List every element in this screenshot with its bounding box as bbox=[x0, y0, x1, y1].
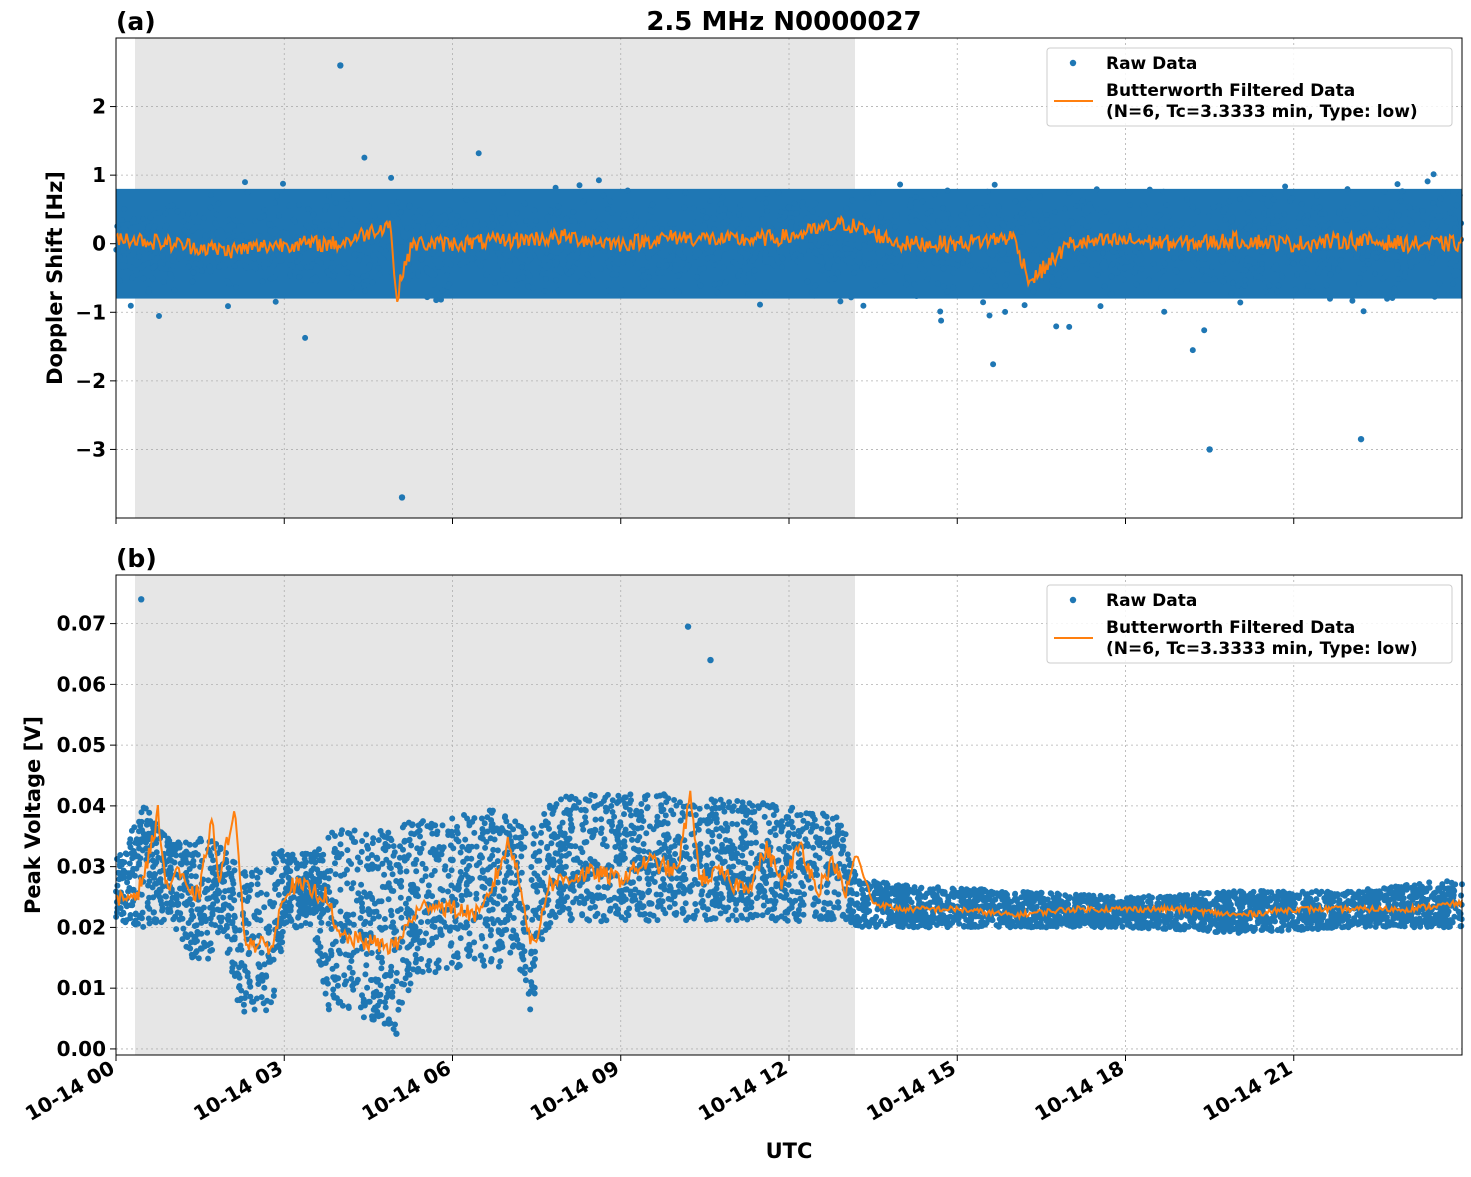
x-tick-label: 10-14 18 bbox=[1030, 1056, 1128, 1126]
panel-a-y-ticks: 2 1 0 −1 −2 −3 bbox=[75, 95, 116, 461]
raw-notable-point bbox=[337, 62, 344, 69]
panel-a-y-axis-label: Doppler Shift [Hz] bbox=[43, 171, 67, 385]
panel-b-x-ticks bbox=[115, 1055, 1295, 1061]
panel-a-label: (a) bbox=[116, 7, 156, 36]
y-tick-label: 0.06 bbox=[57, 672, 106, 696]
x-tick-label: 10-14 00 bbox=[21, 1056, 119, 1126]
panel-a-legend-box bbox=[1046, 47, 1453, 127]
legend-filtered-label-line2: (N=6, Tc=3.3333 min, Type: low) bbox=[1106, 639, 1418, 659]
y-tick-label: 0.01 bbox=[57, 976, 106, 1000]
x-tick-label: 10-14 15 bbox=[862, 1056, 960, 1126]
raw-notable-point bbox=[707, 656, 714, 664]
y-tick-label: 0 bbox=[92, 232, 106, 256]
raw-notable-point bbox=[1206, 446, 1213, 453]
legend-raw-marker bbox=[1069, 59, 1077, 67]
figure-title: 2.5 MHz N0000027 bbox=[646, 7, 921, 37]
y-tick-label: 0.07 bbox=[57, 612, 106, 636]
y-tick-label: 0.02 bbox=[57, 915, 106, 939]
legend-filtered-label-line1: Butterworth Filtered Data bbox=[1106, 81, 1355, 101]
x-axis-label: UTC bbox=[766, 1139, 813, 1163]
x-tick-label: 10-14 21 bbox=[1199, 1056, 1297, 1126]
x-tick-label: 10-14 12 bbox=[694, 1056, 792, 1126]
raw-notable-point bbox=[684, 623, 692, 630]
y-tick-label: 0.00 bbox=[57, 1037, 106, 1061]
panel-b-y-ticks: 0.00 0.01 0.02 0.03 0.04 0.05 0.06 0.07 bbox=[57, 612, 116, 1061]
x-tick-label: 10-14 06 bbox=[357, 1056, 455, 1126]
y-tick-label: −1 bbox=[75, 300, 106, 324]
raw-notable-point bbox=[393, 1030, 400, 1037]
y-tick-label: 0.04 bbox=[57, 794, 106, 818]
y-tick-label: 2 bbox=[92, 95, 106, 119]
x-axis-tick-labels: 10-14 00 10-14 03 10-14 06 10-14 09 10-14 12… bbox=[21, 1056, 1296, 1126]
legend-raw-label: Raw Data bbox=[1106, 54, 1197, 74]
panel-b-filtered-line bbox=[115, 790, 1463, 956]
panel-b: (b) 0.00 0.01 0.02 0.03 0.04 0.05 0.06 0.07 Pea… bbox=[21, 544, 1465, 1061]
y-tick-label: 0.05 bbox=[57, 733, 106, 757]
raw-notable-point bbox=[1357, 435, 1365, 443]
legend-raw-label: Raw Data bbox=[1106, 591, 1197, 611]
legend-filtered-label-line2: (N=6, Tc=3.3333 min, Type: low) bbox=[1106, 102, 1418, 122]
legend-raw-marker bbox=[1069, 596, 1077, 604]
legend-filtered-label-line1: Butterworth Filtered Data bbox=[1106, 618, 1355, 638]
panel-a-legend: Raw Data Butterworth Filtered Data (N=6,… bbox=[1046, 47, 1453, 127]
x-tick-label: 10-14 03 bbox=[189, 1056, 287, 1126]
y-tick-label: 1 bbox=[92, 163, 106, 187]
raw-notable-point bbox=[138, 596, 145, 603]
raw-points bbox=[113, 150, 1465, 368]
y-tick-label: 0.03 bbox=[57, 855, 106, 879]
panel-b-raw-points bbox=[113, 596, 1465, 1037]
panel-b-legend: Raw Data Butterworth Filtered Data (N=6,… bbox=[1046, 584, 1453, 664]
panel-b-label: (b) bbox=[116, 544, 157, 573]
panel-a-x-ticks bbox=[115, 518, 1295, 524]
y-tick-label: −2 bbox=[75, 369, 106, 393]
x-tick-label: 10-14 09 bbox=[526, 1056, 624, 1126]
panel-a: (a) 2 1 0 −1 −2 −3 Doppler Shift [Hz] Raw Dat… bbox=[43, 7, 1465, 524]
panel-b-shaded-region bbox=[135, 575, 855, 1055]
raw-points bbox=[113, 791, 1465, 1032]
raw-notable-point bbox=[398, 494, 406, 501]
y-tick-label: −3 bbox=[75, 437, 106, 461]
panel-a-filtered-line bbox=[115, 214, 1463, 303]
panel-b-legend-box bbox=[1046, 584, 1453, 664]
panel-b-y-axis-label: Peak Voltage [V] bbox=[21, 716, 45, 914]
